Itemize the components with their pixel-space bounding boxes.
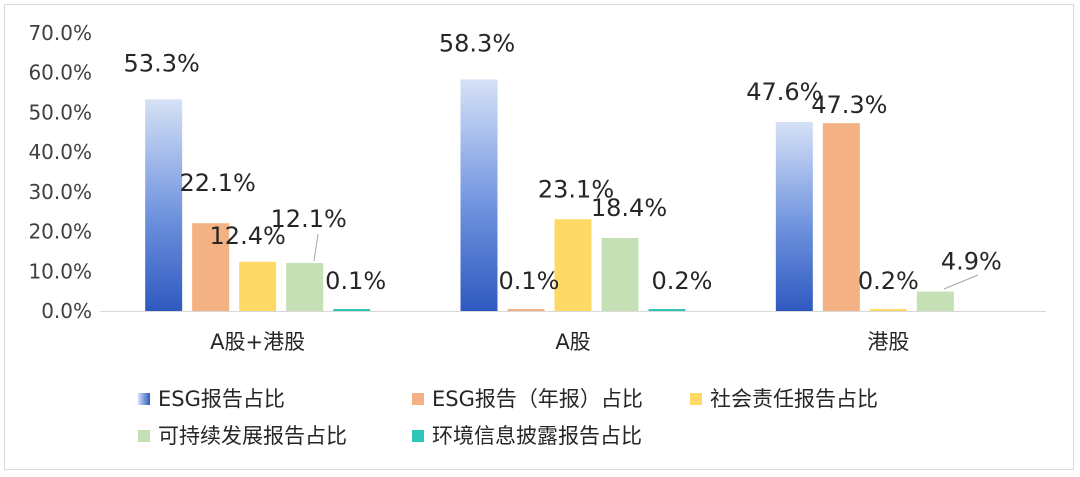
data-label: 0.2%	[652, 267, 713, 295]
bar	[145, 99, 183, 311]
y-tick-label: 60.0%	[28, 61, 92, 85]
y-tick-label: 10.0%	[28, 259, 92, 283]
category-label: A股+港股	[210, 330, 305, 354]
legend-label: ESG报告占比	[158, 387, 285, 411]
bar	[460, 79, 498, 311]
bar	[507, 309, 545, 311]
data-label: 0.2%	[858, 267, 919, 295]
y-tick-label: 40.0%	[28, 140, 92, 164]
y-tick-label: 20.0%	[28, 220, 92, 244]
data-label: 4.9%	[941, 248, 1002, 276]
bar	[333, 309, 371, 311]
bar	[869, 309, 907, 311]
category-label: A股	[555, 330, 590, 354]
y-tick-label: 50.0%	[28, 100, 92, 124]
legend-swatch	[412, 393, 424, 405]
y-tick-label: 0.0%	[41, 299, 92, 323]
legend-label: 社会责任报告占比	[710, 387, 878, 411]
bar	[554, 219, 592, 311]
data-label: 12.4%	[210, 222, 286, 250]
chart-frame	[4, 4, 1074, 470]
data-label: 47.6%	[746, 78, 822, 106]
legend-label: 可持续发展报告占比	[158, 424, 347, 448]
data-label: 22.1%	[180, 169, 256, 197]
legend-swatch	[412, 430, 424, 442]
legend-label: 环境信息披露报告占比	[432, 424, 642, 448]
data-label: 47.3%	[811, 91, 887, 119]
category-label: 港股	[867, 330, 909, 354]
label-leader-line	[943, 274, 979, 290]
bar	[601, 237, 639, 311]
bar	[648, 309, 686, 311]
label-leader-line	[313, 233, 319, 262]
bar	[286, 262, 324, 311]
legend-swatch	[138, 393, 150, 405]
bar	[192, 223, 230, 311]
bar	[916, 291, 954, 311]
legend-label: ESG报告（年报）占比	[432, 387, 643, 411]
data-label: 18.4%	[591, 194, 667, 222]
legend-swatch	[138, 430, 150, 442]
y-tick-label: 70.0%	[28, 21, 92, 45]
bar	[239, 261, 277, 311]
data-label: 12.1%	[271, 205, 347, 233]
data-label: 53.3%	[124, 49, 200, 77]
bar	[822, 123, 860, 311]
data-label: 23.1%	[538, 175, 614, 203]
y-tick-label: 30.0%	[28, 180, 92, 204]
data-label: 0.1%	[499, 267, 560, 295]
data-label: 58.3%	[439, 29, 515, 57]
legend-swatch	[690, 393, 702, 405]
data-label: 0.1%	[325, 267, 386, 295]
bar	[775, 121, 813, 312]
